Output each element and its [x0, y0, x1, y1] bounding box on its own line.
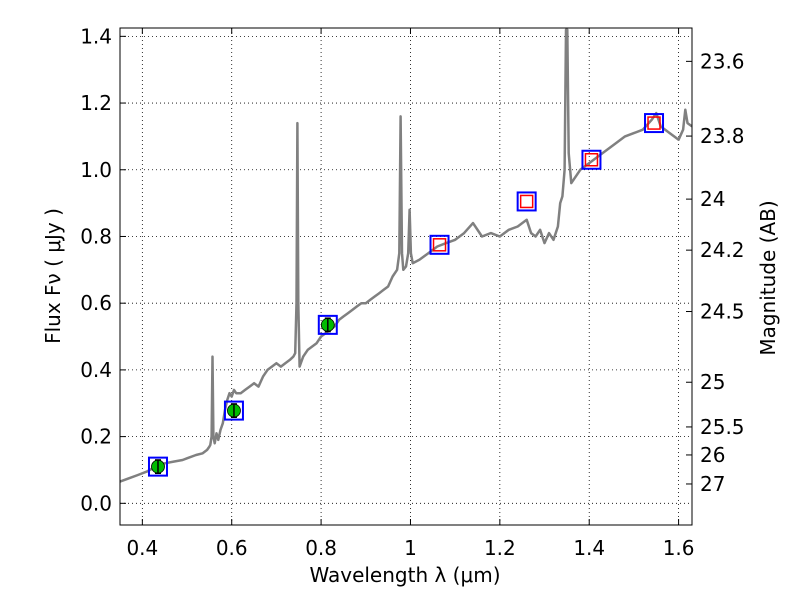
upper-limit-square — [647, 116, 661, 130]
mag-tick-label: 23.8 — [700, 124, 745, 148]
model-photometry-square — [644, 113, 665, 134]
upper-limit-square — [432, 238, 447, 252]
mag-tick-label: 25 — [700, 370, 725, 394]
mag-tick-label: 24.2 — [700, 238, 745, 262]
y-tick-label: 0.4 — [80, 358, 112, 382]
mag-tick-label: 25.5 — [700, 415, 745, 439]
y-tick-label: 0.8 — [80, 224, 112, 248]
model-photometry-square — [147, 456, 168, 477]
x-tick-label: 1 — [404, 536, 417, 560]
model-photometry-square — [317, 314, 338, 335]
y-tick-label: 0.0 — [80, 491, 112, 515]
x-tick-label: 1.6 — [663, 536, 695, 560]
model-photometry-square — [516, 191, 537, 212]
mag-tick-label: 24.5 — [700, 300, 745, 324]
y-tick-label: 0.6 — [80, 291, 112, 315]
grid — [120, 28, 692, 525]
x-tick-label: 0.6 — [216, 536, 248, 560]
x-tick-label: 0.8 — [305, 536, 337, 560]
x-tick-label: 0.4 — [126, 536, 158, 560]
plot-series — [120, 28, 692, 483]
y-tick-label: 1.4 — [80, 24, 112, 48]
y-tick-label: 1.2 — [80, 91, 112, 115]
plot-area — [120, 28, 692, 483]
spectrum-line — [120, 28, 692, 483]
y2-axis-label: Magnitude (AB) — [756, 200, 780, 355]
plot-frame — [119, 27, 693, 526]
upper-limit-square — [519, 194, 534, 209]
mag-tick-label: 24 — [700, 187, 725, 211]
x-tick-label: 1.4 — [573, 536, 605, 560]
x-tick-label: 1.2 — [484, 536, 516, 560]
x-axis-label: Wavelength λ (μm) — [309, 563, 500, 587]
ticks: 0.4 0.6 0.8 1 1.2 1.4 1.6 0.0 0.2 0.4 0.6 0.8 1.0 1.2… — [80, 24, 744, 560]
model-photometry-square — [581, 149, 602, 170]
mag-tick-label: 26 — [700, 443, 725, 467]
y-axis-label: Flux Fν ( μJy ) — [41, 208, 65, 344]
y-tick-label: 0.2 — [80, 425, 112, 449]
upper-limit-square — [584, 153, 599, 167]
y-tick-label: 1.0 — [80, 158, 112, 182]
mag-tick-label: 23.6 — [700, 49, 745, 73]
model-photometry-square — [429, 234, 450, 255]
mag-tick-label: 27 — [700, 472, 725, 496]
model-photometry-square — [223, 400, 244, 421]
